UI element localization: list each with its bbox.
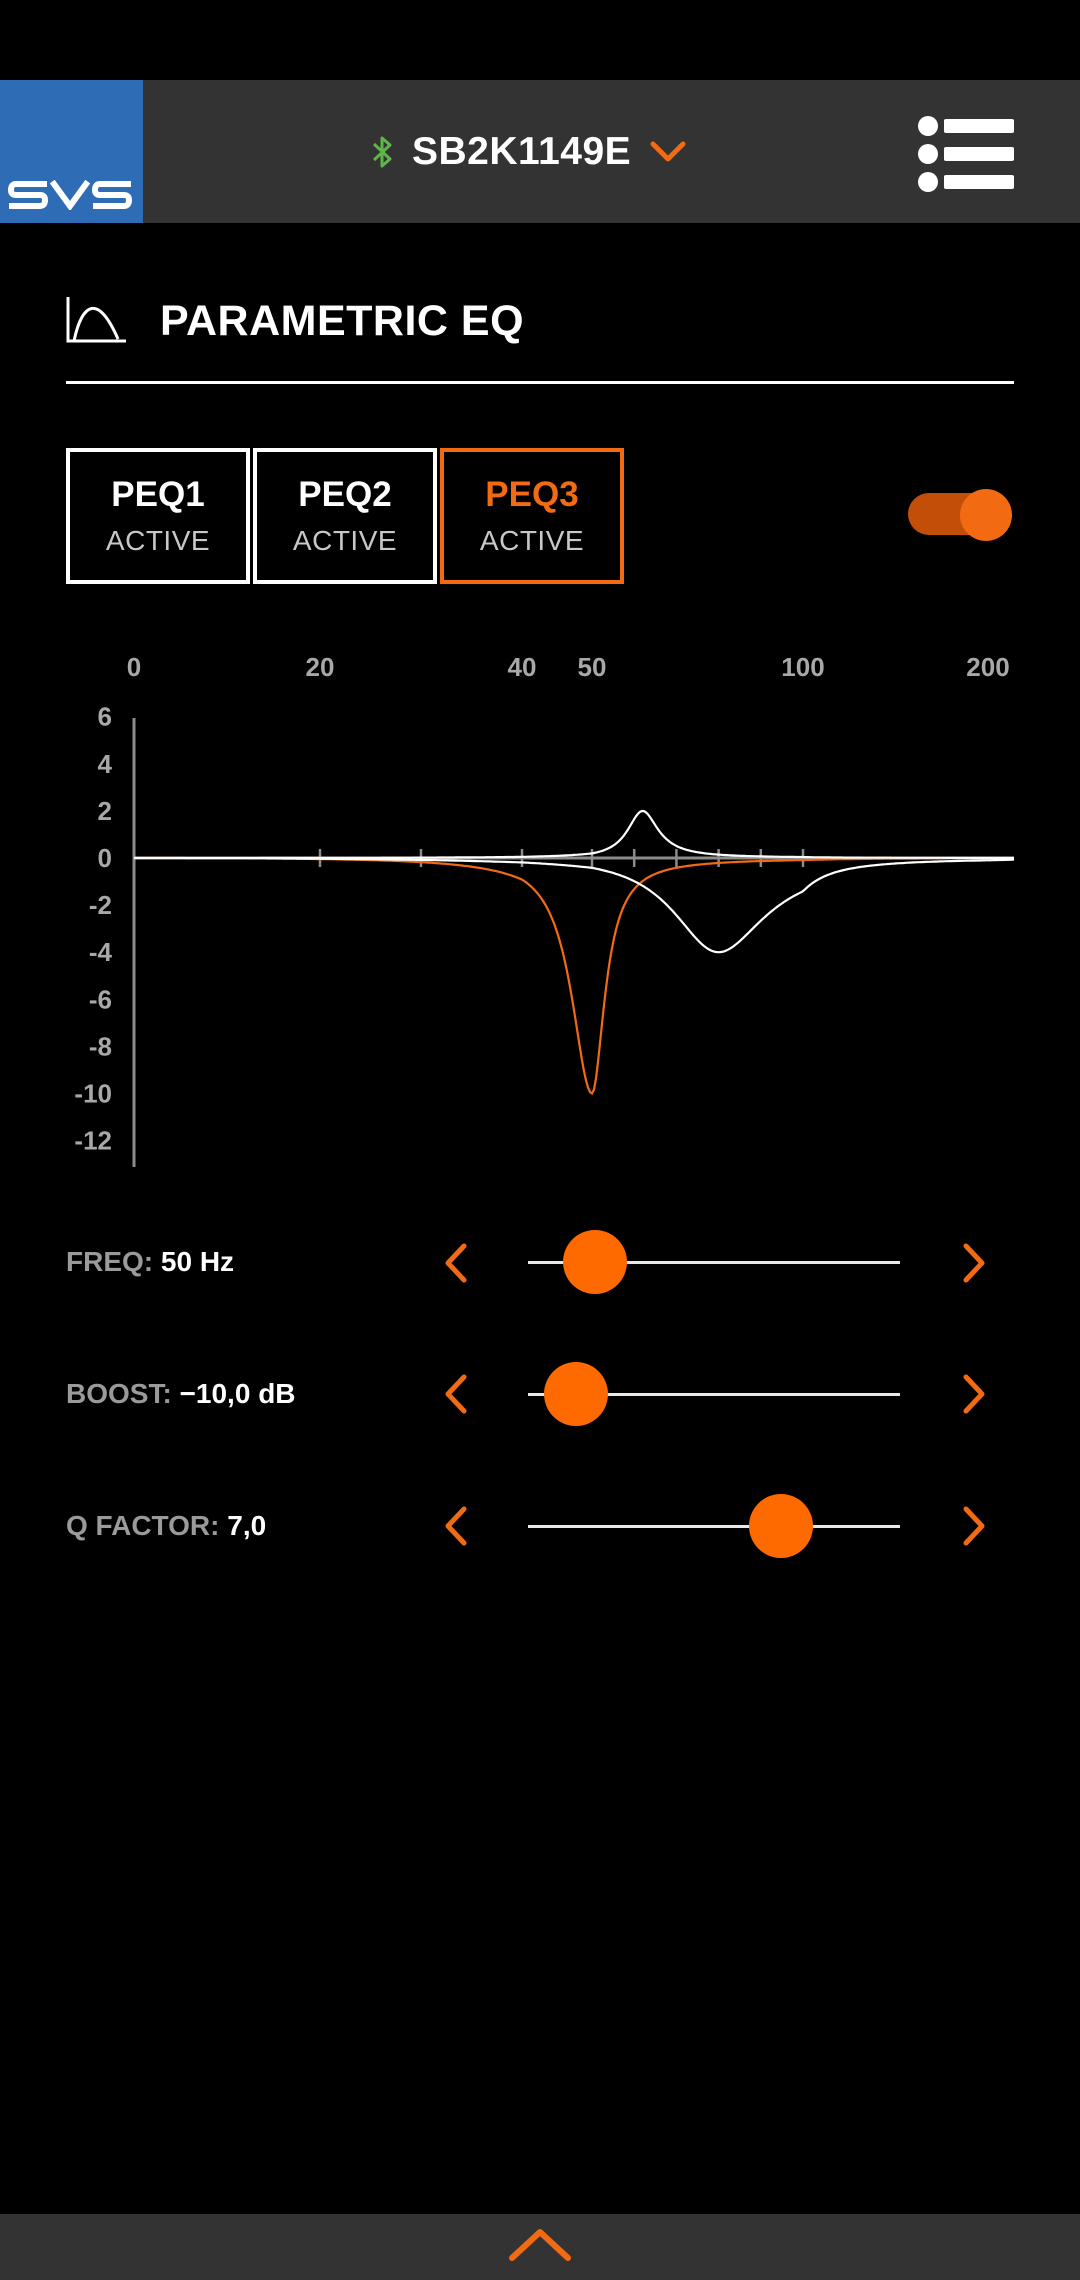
eq-curve-1: [134, 856, 1014, 1096]
chevron-up-icon[interactable]: [508, 2224, 572, 2269]
y-tick-label: -10: [74, 1079, 112, 1109]
qfactor-decrease-button[interactable]: [436, 1501, 476, 1551]
freq-value: 50 Hz: [160, 1246, 235, 1277]
qfactor-label: Q FACTOR: 7,0: [66, 1510, 266, 1542]
y-tick-label: -6: [89, 984, 112, 1014]
qfactor-label-text: Q FACTOR:: [66, 1510, 220, 1541]
y-tick-label: -2: [89, 890, 112, 920]
freq-decrease-button[interactable]: [436, 1238, 476, 1288]
y-tick-label: -4: [89, 937, 113, 967]
x-tick-label: 50: [578, 652, 607, 682]
bottom-bar: [0, 2214, 1080, 2280]
freq-increase-button[interactable]: [954, 1238, 994, 1288]
boost-increase-button[interactable]: [954, 1369, 994, 1419]
tab-label: PEQ2: [298, 475, 392, 514]
chevron-down-icon: [649, 140, 687, 164]
boost-slider-knob[interactable]: [544, 1362, 609, 1426]
peq-enable-toggle[interactable]: [908, 489, 1014, 541]
y-tick-label: 0: [98, 843, 112, 873]
freq-slider-knob[interactable]: [562, 1230, 627, 1294]
freq-slider[interactable]: [528, 1261, 900, 1264]
section-header: PARAMETRIC EQ: [66, 295, 1014, 384]
y-tick-label: -8: [89, 1031, 112, 1061]
device-selector[interactable]: SB2K1149E: [372, 80, 687, 223]
tab-status: ACTIVE: [479, 525, 585, 556]
boost-slider[interactable]: [528, 1393, 900, 1396]
qfactor-slider-knob[interactable]: [748, 1494, 813, 1558]
y-tick-label: 2: [98, 796, 112, 826]
x-tick-label: 40: [508, 652, 537, 682]
page-title: PARAMETRIC EQ: [160, 297, 525, 345]
menu-icon[interactable]: [918, 116, 1018, 192]
qfactor-increase-button[interactable]: [954, 1501, 994, 1551]
eq-curve-3: [134, 856, 1014, 954]
x-tick-label: 20: [306, 652, 335, 682]
bluetooth-icon: [372, 135, 394, 169]
toggle-knob: [960, 489, 1012, 541]
tab-label: PEQ3: [485, 475, 579, 514]
qfactor-slider[interactable]: [528, 1525, 900, 1528]
peq-tab-group: PEQ1 ACTIVE PEQ2 ACTIVE PEQ3 ACTIVE: [66, 448, 627, 584]
freq-label: FREQ: 50 Hz: [66, 1246, 234, 1278]
boost-value: −10,0 dB: [179, 1378, 296, 1409]
device-name: SB2K1149E: [412, 129, 632, 173]
x-tick-label: 0: [127, 652, 141, 682]
eq-curve-2: [134, 809, 1014, 860]
x-tick-label: 200: [966, 652, 1009, 682]
svs-logo: [0, 80, 143, 223]
boost-label: BOOST: −10,0 dB: [66, 1378, 296, 1410]
y-tick-label: 6: [98, 702, 112, 732]
svs-logo-mark: [8, 180, 132, 210]
tab-peq1[interactable]: PEQ1 ACTIVE: [66, 448, 250, 584]
boost-label-text: BOOST:: [66, 1378, 172, 1409]
y-tick-label: 4: [98, 749, 113, 779]
tab-label: PEQ1: [111, 475, 205, 514]
tab-peq2[interactable]: PEQ2 ACTIVE: [253, 448, 437, 584]
y-tick-label: -12: [74, 1126, 112, 1156]
tab-status: ACTIVE: [292, 525, 398, 556]
tab-peq3[interactable]: PEQ3 ACTIVE: [440, 448, 624, 584]
x-tick-label: 100: [781, 652, 824, 682]
qfactor-value: 7,0: [227, 1510, 267, 1541]
freq-label-text: FREQ:: [66, 1246, 154, 1277]
boost-decrease-button[interactable]: [436, 1369, 476, 1419]
top-bar: SB2K1149E: [0, 80, 1080, 223]
eq-curve-icon: [66, 295, 128, 350]
tab-status: ACTIVE: [105, 525, 211, 556]
